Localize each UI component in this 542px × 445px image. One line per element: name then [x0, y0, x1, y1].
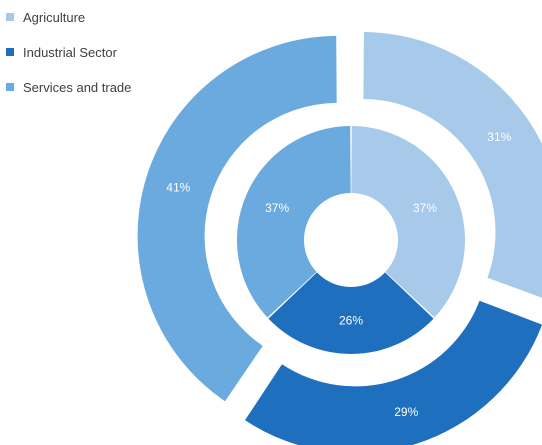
outer-ring-label-services-and-trade: 41% — [166, 180, 190, 194]
inner-ring-slice-agriculture — [351, 126, 465, 318]
legend-item-agriculture: Agriculture — [6, 8, 131, 26]
legend-swatch-services-and-trade — [6, 83, 14, 91]
outer-ring-slice-services-and-trade — [137, 35, 337, 402]
inner-ring-slice-services-and-trade — [237, 126, 351, 318]
legend-label-agriculture: Agriculture — [23, 9, 86, 25]
inner-ring-slice-industrial-sector — [268, 272, 434, 355]
legend-item-industrial-sector: Industrial Sector — [6, 43, 131, 61]
outer-ring-label-industrial-sector: 29% — [394, 405, 418, 419]
legend-label-services-and-trade: Services and trade — [23, 79, 132, 95]
outer-ring-label-agriculture: 31% — [487, 130, 511, 144]
inner-ring-label-services-and-trade: 37% — [265, 201, 289, 215]
chart-legend: Agriculture Industrial Sector Services a… — [6, 8, 131, 113]
legend-swatch-agriculture — [6, 13, 14, 21]
inner-ring-label-industrial-sector: 26% — [339, 314, 363, 328]
inner-ring-label-agriculture: 37% — [413, 201, 437, 215]
outer-ring-slice-industrial-sector — [245, 300, 542, 445]
legend-swatch-industrial-sector — [6, 48, 14, 56]
legend-item-services-and-trade: Services and trade — [6, 78, 131, 96]
legend-label-industrial-sector: Industrial Sector — [23, 44, 117, 60]
outer-ring-slice-agriculture — [363, 32, 542, 298]
